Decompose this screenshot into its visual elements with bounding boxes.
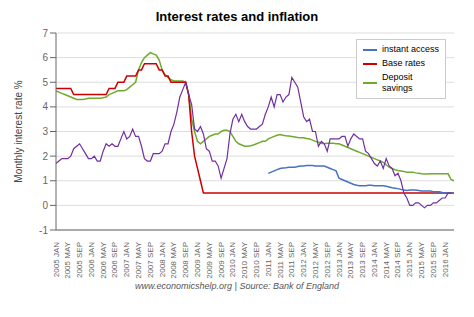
svg-text:2013 JAN: 2013 JAN bbox=[335, 242, 344, 277]
svg-text:2005 SEP: 2005 SEP bbox=[75, 242, 84, 278]
svg-text:-1: -1 bbox=[39, 225, 48, 236]
svg-text:2016 JAN: 2016 JAN bbox=[441, 242, 450, 277]
svg-text:2012 MAY: 2012 MAY bbox=[311, 241, 320, 278]
svg-text:2011 SEP: 2011 SEP bbox=[287, 242, 296, 277]
svg-text:4: 4 bbox=[42, 101, 48, 112]
svg-text:2013 SEP: 2013 SEP bbox=[358, 242, 367, 278]
svg-text:2014 JAN: 2014 JAN bbox=[370, 242, 379, 277]
svg-text:5: 5 bbox=[42, 77, 48, 88]
svg-text:2014 MAY: 2014 MAY bbox=[382, 241, 391, 278]
svg-text:2009 MAY: 2009 MAY bbox=[205, 241, 214, 278]
svg-text:2012 SEP: 2012 SEP bbox=[323, 242, 332, 278]
svg-text:2008 MAY: 2008 MAY bbox=[169, 241, 178, 278]
svg-text:2011 MAY: 2011 MAY bbox=[276, 241, 285, 278]
svg-text:2010 SEP: 2010 SEP bbox=[252, 242, 261, 278]
svg-text:2013 MAY: 2013 MAY bbox=[346, 241, 355, 278]
svg-text:2005 MAY: 2005 MAY bbox=[63, 241, 72, 278]
svg-text:2007 SEP: 2007 SEP bbox=[146, 242, 155, 278]
svg-text:2005 JAN: 2005 JAN bbox=[52, 242, 61, 277]
svg-text:2009 JAN: 2009 JAN bbox=[193, 242, 202, 277]
svg-text:2014 SEP: 2014 SEP bbox=[393, 242, 402, 278]
svg-text:2006 SEP: 2006 SEP bbox=[110, 242, 119, 278]
svg-text:2012 JAN: 2012 JAN bbox=[299, 242, 308, 277]
svg-text:2006 MAY: 2006 MAY bbox=[99, 241, 108, 278]
svg-text:7: 7 bbox=[42, 28, 48, 39]
svg-text:Monthly interest rate %: Monthly interest rate % bbox=[13, 80, 24, 182]
svg-text:2011 JAN: 2011 JAN bbox=[264, 242, 273, 277]
svg-text:3: 3 bbox=[42, 126, 48, 137]
html-text:instant access: instant access bbox=[382, 44, 439, 54]
svg-text:2015 MAY: 2015 MAY bbox=[417, 241, 426, 278]
svg-text:2010 JAN: 2010 JAN bbox=[228, 242, 237, 277]
svg-text:2015 JAN: 2015 JAN bbox=[405, 242, 414, 277]
svg-text:2008 SEP: 2008 SEP bbox=[181, 242, 190, 278]
svg-text:0: 0 bbox=[42, 200, 48, 211]
svg-text:6: 6 bbox=[42, 52, 48, 63]
svg-text:1: 1 bbox=[42, 175, 48, 186]
html-text:www.economicshelp.org | Source: www.economicshelp.org | Source: Bank of … bbox=[135, 281, 339, 291]
svg-text:2007 MAY: 2007 MAY bbox=[134, 241, 143, 278]
html-text:Base rates: Base rates bbox=[382, 58, 425, 68]
html-text:Interest rates and inflation: Interest rates and inflation bbox=[155, 9, 319, 24]
svg-text:2010 MAY: 2010 MAY bbox=[240, 241, 249, 278]
html-text:Deposit savings: Deposit savings bbox=[382, 72, 413, 93]
svg-text:2006 JAN: 2006 JAN bbox=[87, 242, 96, 277]
svg-text:2007 JAN: 2007 JAN bbox=[122, 242, 131, 277]
svg-text:2: 2 bbox=[42, 151, 48, 162]
svg-text:2008 JAN: 2008 JAN bbox=[158, 242, 167, 277]
svg-text:2015 SEP: 2015 SEP bbox=[429, 242, 438, 278]
svg-text:2009 SEP: 2009 SEP bbox=[217, 242, 226, 278]
